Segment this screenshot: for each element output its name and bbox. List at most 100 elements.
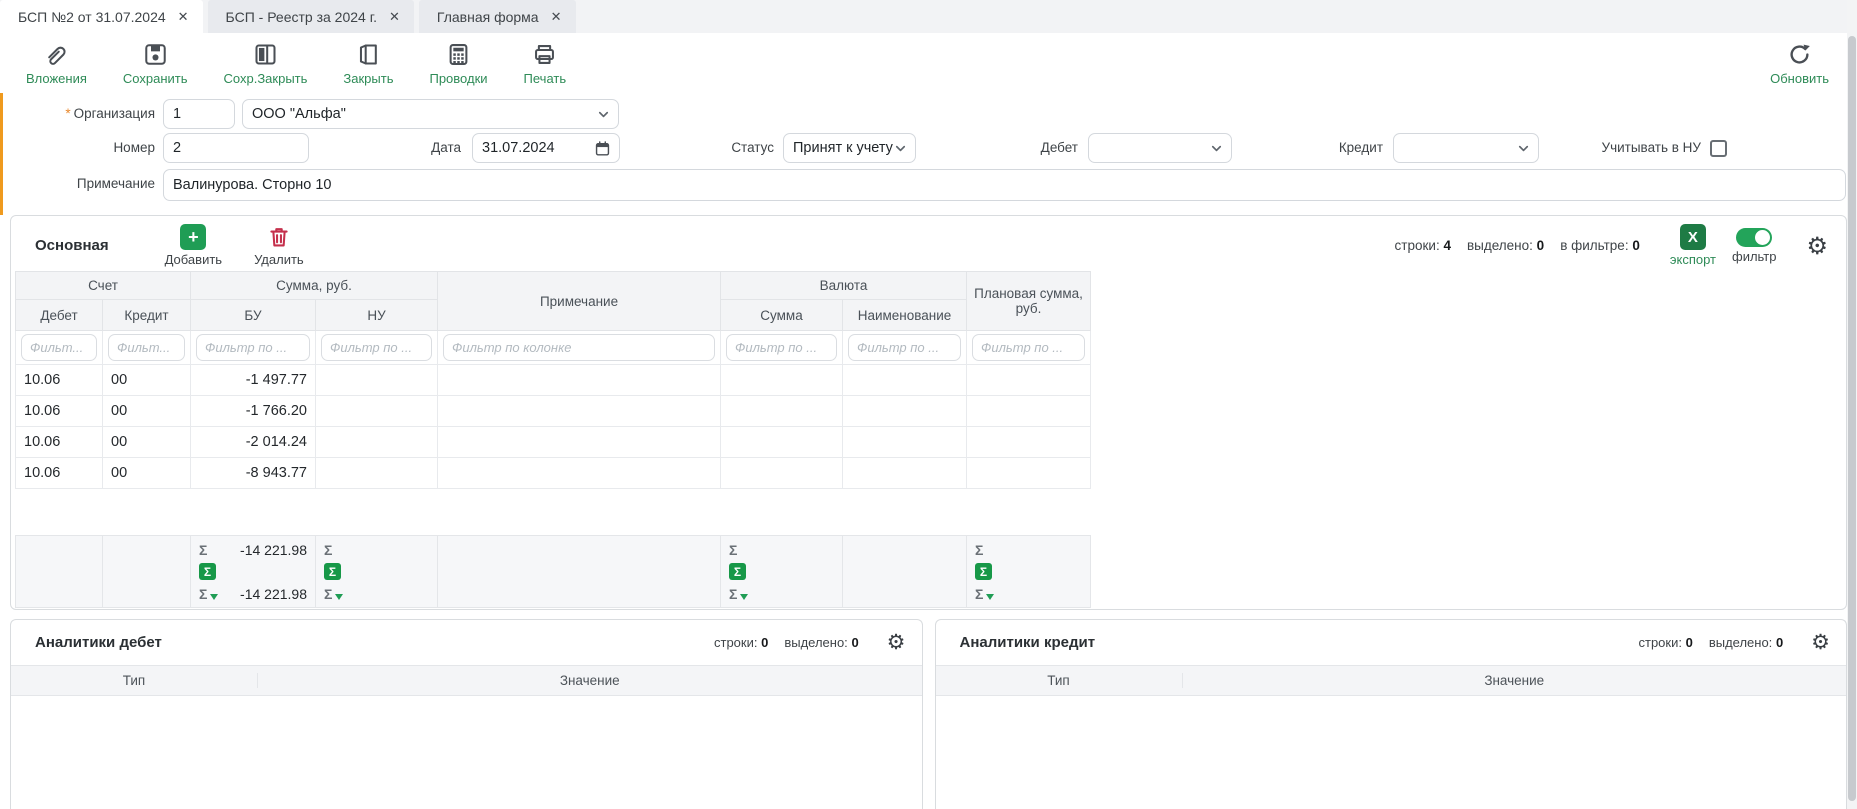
column-header-bu: БУ [190,299,316,331]
nu-checkbox[interactable] [1710,140,1727,157]
nu-checkbox-label: Учитывать в НУ [1601,140,1701,155]
table-row[interactable]: 10.06 00 -1 766.20 [15,395,1092,427]
table-row[interactable]: 10.06 00 -8 943.77 [15,457,1092,489]
cell-note[interactable] [437,457,722,489]
cell-bu[interactable]: -2 014.24 [190,426,316,458]
table-row[interactable]: 10.06 00 -1 497.77 [15,364,1092,396]
close-button[interactable]: Закрыть [343,41,393,86]
filter-note-input[interactable] [443,334,716,361]
cell-bu[interactable]: -8 943.77 [190,457,316,489]
analytics-credit-stats: строки: 0 выделено: 0 ⚙ [1638,630,1830,654]
tab-main-form[interactable]: Главная форма ✕ [418,0,576,33]
cell-debit[interactable]: 10.06 [15,457,103,489]
tab-close-icon[interactable]: ✕ [177,9,189,24]
tab-close-icon[interactable]: ✕ [389,9,400,24]
cell-nu[interactable] [314,457,439,489]
sum-filtered-icon[interactable]: Σ [199,586,221,602]
attachments-button[interactable]: Вложения [26,41,87,86]
filter-bu-input[interactable] [196,334,310,361]
column-group-currency: Валюта [720,271,968,300]
credit-label: Кредит [1338,140,1383,155]
sum-selected-icon[interactable]: Σ [199,563,216,580]
tab-title: БСП №2 от 31.07.2024 [18,8,166,25]
filter-currency-name-input[interactable] [848,334,962,361]
postings-button[interactable]: Проводки [429,41,488,86]
cell-currency-name[interactable] [842,364,968,396]
filter-debit-input[interactable] [21,334,97,361]
cell-currency-amount[interactable] [720,426,844,458]
sum-filtered-icon[interactable]: Σ [324,586,346,602]
note-input[interactable] [163,169,1846,201]
sum-selected-icon[interactable]: Σ [324,563,341,580]
cell-currency-name[interactable] [842,457,968,489]
print-button[interactable]: Печать [524,41,566,86]
tab-registry[interactable]: БСП - Реестр за 2024 г. ✕ [207,0,414,33]
cell-currency-name[interactable] [842,395,968,427]
cell-currency-amount[interactable] [720,364,844,396]
vertical-scrollbar[interactable] [1847,0,1857,809]
filter-nu-input[interactable] [321,334,433,361]
save-close-button[interactable]: Сохр.Закрыть [224,41,307,86]
gear-icon[interactable]: ⚙ [886,630,906,654]
tab-title: Главная форма [436,8,539,25]
date-input[interactable]: 31.07.2024 [472,133,620,163]
sum-selected-icon[interactable]: Σ [729,563,746,580]
org-code-input[interactable] [163,99,235,129]
toggle-on-icon[interactable] [1736,227,1773,247]
cell-credit[interactable]: 00 [102,395,191,427]
cell-nu[interactable] [314,364,439,396]
cell-credit[interactable]: 00 [102,457,191,489]
chevron-down-icon [1211,145,1222,151]
sum-filtered-icon[interactable]: Σ [975,586,997,602]
cell-bu[interactable]: -1 766.20 [190,395,316,427]
cell-planned[interactable] [966,426,1092,458]
gear-icon[interactable]: ⚙ [1811,630,1830,654]
save-button[interactable]: Сохранить [123,41,188,86]
sum-icon: Σ [324,541,333,558]
gear-icon[interactable]: ⚙ [1806,231,1828,260]
number-input[interactable] [163,133,309,163]
cell-debit[interactable]: 10.06 [15,426,103,458]
cell-planned[interactable] [966,364,1092,396]
funnel-icon [335,593,343,600]
cell-nu[interactable] [314,395,439,427]
debit-select[interactable] [1088,133,1232,163]
scrollbar-thumb[interactable] [1848,36,1856,801]
filter-planned-input[interactable] [972,334,1086,361]
table-row[interactable]: 10.06 00 -2 014.24 [15,426,1092,458]
tab-close-icon[interactable]: ✕ [550,9,562,24]
cell-credit[interactable]: 00 [102,364,191,396]
org-select[interactable]: ООО "Альфа" [242,99,619,129]
cell-debit[interactable]: 10.06 [15,364,103,396]
cell-nu[interactable] [314,426,439,458]
totals-currency-amount-cell: Σ Σ Σ [720,535,843,608]
sum-selected-icon[interactable]: Σ [975,563,992,580]
cell-currency-amount[interactable] [720,395,844,427]
cell-note[interactable] [437,395,722,427]
attachments-label: Вложения [26,70,87,86]
export-label: экспорт [1669,252,1716,267]
filter-currency-amount-input[interactable] [726,334,838,361]
totals-planned-cell: Σ Σ Σ [966,535,1091,608]
cell-currency-amount[interactable] [720,457,844,489]
export-excel-button[interactable]: X экспорт [1670,224,1716,267]
credit-select[interactable] [1393,133,1539,163]
cell-planned[interactable] [966,457,1092,489]
delete-row-button[interactable]: Удалить [254,224,304,267]
refresh-button[interactable]: Обновить [1770,41,1829,86]
tab-document[interactable]: БСП №2 от 31.07.2024 ✕ [0,0,203,33]
cell-note[interactable] [437,364,722,396]
cell-credit[interactable]: 00 [102,426,191,458]
cell-currency-name[interactable] [842,426,968,458]
cell-bu[interactable]: -1 497.77 [190,364,316,396]
filter-toggle[interactable]: фильтр [1732,227,1776,264]
cell-note[interactable] [437,426,722,458]
totals-nu-cell: Σ Σ Σ [315,535,438,608]
cell-planned[interactable] [966,395,1092,427]
cell-debit[interactable]: 10.06 [15,395,103,427]
sum-filtered-icon[interactable]: Σ [729,586,751,602]
analytics-debit-title: Аналитики дебет [35,634,162,651]
status-select[interactable]: Принят к учету [783,133,916,163]
filter-credit-input[interactable] [108,334,185,361]
add-row-button[interactable]: + Добавить [165,224,222,267]
